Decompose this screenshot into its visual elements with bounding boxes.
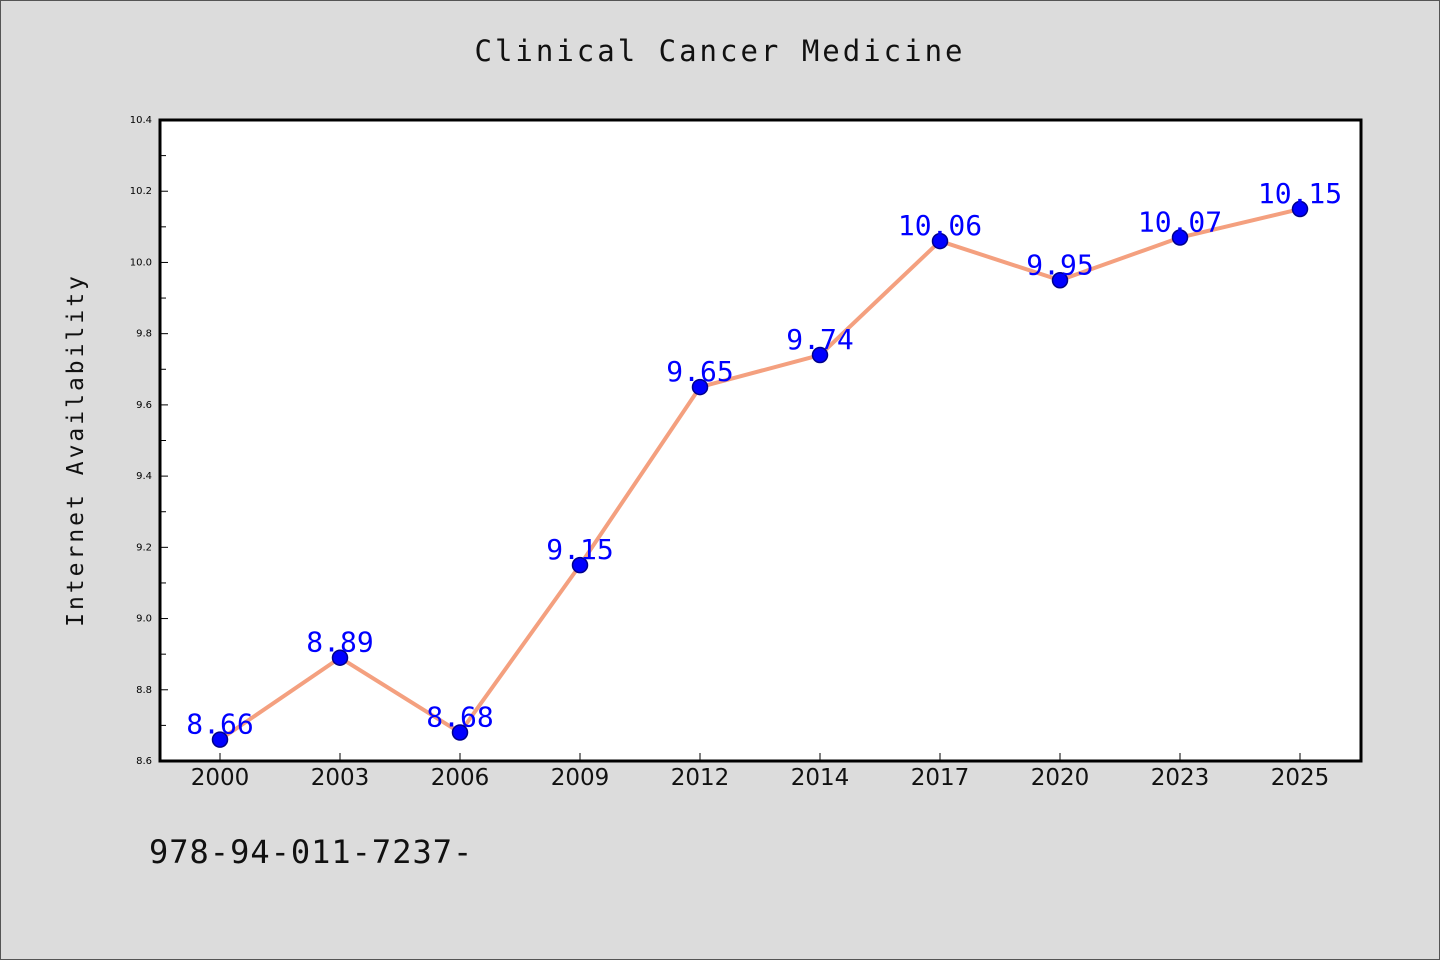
data-label: 8.89 <box>306 626 373 659</box>
x-tick-label: 2000 <box>191 765 250 791</box>
data-label: 9.65 <box>666 355 733 388</box>
x-tick-label: 2023 <box>1151 765 1210 791</box>
data-point <box>691 378 709 396</box>
series-line-group <box>211 200 1309 748</box>
y-tick-label: 10.2 <box>130 186 152 197</box>
x-tick-label: 2017 <box>911 765 970 791</box>
data-label: 9.95 <box>1026 248 1093 281</box>
data-point <box>571 556 589 574</box>
data-label: 10.07 <box>1138 206 1222 239</box>
data-label: 9.15 <box>546 533 613 566</box>
y-tick-label: 10.0 <box>130 257 152 268</box>
data-label: 8.66 <box>186 708 253 741</box>
y-tick-label: 9.4 <box>136 471 152 482</box>
x-tick-label: 2009 <box>551 765 610 791</box>
data-label: 8.68 <box>426 701 493 734</box>
x-axis: 2000 2003 2006 2009 2012 2014 2017 2020 2023 2025 <box>191 753 1330 791</box>
x-tick-label: 2003 <box>311 765 370 791</box>
x-tick-label: 2025 <box>1271 765 1330 791</box>
y-axis: 8.6 8.8 9.0 9.2 9.4 9.6 9.8 10.0 10.2 10.4 <box>130 115 168 767</box>
data-label: 10.15 <box>1258 177 1342 210</box>
data-point <box>811 346 829 364</box>
y-tick-label: 9.0 <box>136 614 152 625</box>
y-tick-label: 9.6 <box>136 400 152 411</box>
y-tick-label: 9.2 <box>136 542 152 553</box>
y-tick-label: 10.4 <box>130 115 152 126</box>
x-tick-label: 2020 <box>1031 765 1090 791</box>
isbn-text: 978-94-011-7237- <box>149 833 474 871</box>
data-label: 9.74 <box>786 323 853 356</box>
y-tick-label: 9.8 <box>136 329 152 340</box>
data-point <box>331 649 349 666</box>
data-point <box>451 724 469 741</box>
data-point <box>1171 229 1189 246</box>
y-tick-label: 8.8 <box>136 685 152 696</box>
data-point <box>1051 272 1069 289</box>
x-tick-label: 2014 <box>791 765 850 791</box>
series-line <box>218 207 1302 742</box>
x-tick-label: 2012 <box>671 765 730 791</box>
chart-title: Clinical Cancer Medicine <box>474 34 966 68</box>
value-labels: 8.66 8.89 8.68 9.15 9.65 9.74 10.06 9.95 10.07 10… <box>186 177 1342 741</box>
plot-area <box>158 118 1363 763</box>
data-label: 10.06 <box>898 209 982 242</box>
data-point <box>931 232 949 250</box>
data-point <box>211 731 229 748</box>
data-point <box>1291 200 1309 218</box>
y-tick-label: 8.6 <box>136 756 152 767</box>
x-tick-label: 2006 <box>431 765 490 791</box>
